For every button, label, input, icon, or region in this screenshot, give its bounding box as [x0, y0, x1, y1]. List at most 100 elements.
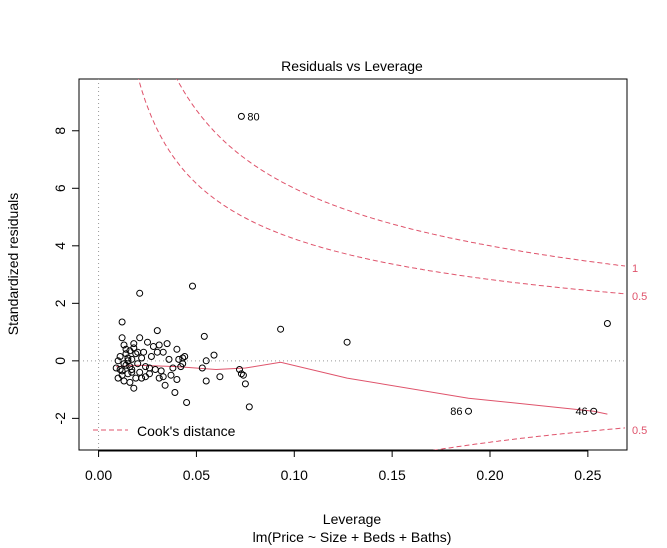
y-tick-label: 4 — [52, 242, 68, 250]
plot-frame — [78, 78, 628, 451]
data-point — [124, 354, 132, 362]
chart-title: Residuals vs Leverage — [281, 58, 423, 74]
smoother-curve — [116, 361, 608, 415]
data-point — [144, 338, 151, 346]
data-point — [136, 289, 144, 297]
x-axis-subtitle: lm(Price ~ Size + Beds + Baths) — [253, 529, 452, 545]
x-axis-label: Leverage — [323, 511, 382, 527]
data-point — [114, 357, 122, 365]
data-point — [118, 334, 126, 342]
cook-label-1: 1 — [632, 263, 638, 275]
data-point — [120, 341, 128, 349]
data-point — [155, 341, 163, 349]
y-tick-label: 0 — [52, 357, 68, 365]
data-point — [343, 338, 351, 346]
data-point — [153, 348, 161, 356]
data-point — [130, 384, 138, 392]
data-point — [159, 348, 167, 356]
data-point — [237, 112, 245, 120]
data-point — [112, 364, 120, 372]
data-point — [198, 364, 206, 372]
data-point — [165, 355, 173, 363]
data-point — [138, 374, 146, 382]
data-point — [142, 363, 149, 371]
data-point — [202, 377, 210, 385]
cook-contour-1-upper — [176, 79, 626, 267]
data-point — [130, 340, 138, 348]
data-point — [200, 332, 208, 340]
smoother-line — [116, 361, 608, 415]
data-point — [128, 366, 136, 373]
data-point — [124, 370, 132, 378]
point-label: 80 — [247, 111, 259, 123]
y-tick-label: 2 — [52, 299, 68, 307]
y-axis-label: Standardized residuals — [5, 193, 21, 335]
data-point — [236, 366, 243, 373]
data-point — [167, 371, 175, 379]
data-point — [140, 348, 148, 356]
data-point — [161, 381, 169, 389]
data-point — [132, 350, 140, 358]
y-tick-label: 6 — [52, 184, 68, 192]
data-point — [277, 325, 285, 333]
point-label: 46 — [575, 406, 587, 418]
legend: Cook's distance — [93, 423, 236, 439]
data-point — [122, 345, 130, 353]
data-point — [245, 403, 253, 411]
data-point — [241, 380, 249, 388]
data-point — [130, 344, 138, 352]
y-tick-label: 8 — [52, 127, 68, 135]
data-point — [116, 366, 124, 373]
data-point — [171, 389, 179, 396]
data-point — [122, 361, 130, 369]
y-axis: -2 0 2 4 6 8 — [52, 127, 79, 425]
legend-label: Cook's distance — [137, 423, 236, 439]
x-tick-label: 0.25 — [574, 467, 601, 483]
data-point — [173, 376, 181, 383]
data-point — [173, 345, 181, 353]
data-point — [118, 367, 126, 375]
data-point — [175, 355, 183, 363]
data-point — [216, 373, 224, 381]
data-point — [179, 360, 187, 368]
data-point — [239, 371, 247, 379]
data-point — [157, 367, 165, 375]
data-point — [149, 343, 157, 350]
point-label: 86 — [450, 406, 462, 418]
data-point — [189, 282, 196, 290]
data-point — [134, 348, 142, 356]
data-point — [603, 320, 611, 327]
data-point — [210, 351, 218, 359]
data-point — [114, 374, 122, 382]
data-point — [136, 368, 144, 376]
data-point — [142, 373, 149, 381]
x-axis: 0.00 0.05 0.10 0.15 0.20 0.25 — [85, 450, 602, 483]
data-point — [151, 366, 159, 373]
x-tick-label: 0.05 — [183, 467, 210, 483]
data-point — [159, 373, 167, 381]
data-point — [136, 334, 144, 342]
y-tick-label: -2 — [52, 412, 68, 425]
data-point — [181, 353, 189, 360]
data-point — [132, 374, 140, 382]
data-point — [118, 318, 126, 326]
cook-label-0-5-upper: 0.5 — [632, 291, 647, 303]
cook-contour-0-5-lower — [432, 427, 626, 450]
data-points: 80 86 46 — [112, 111, 611, 418]
data-point — [147, 353, 155, 360]
x-tick-label: 0.10 — [281, 467, 308, 483]
data-point — [163, 340, 171, 348]
data-point — [590, 407, 598, 415]
cooks-distance-contours — [138, 79, 626, 450]
data-point — [153, 327, 161, 335]
cook-contour-0-5-upper — [138, 79, 626, 295]
data-point — [126, 378, 134, 386]
x-tick-label: 0.00 — [85, 467, 112, 483]
data-point — [155, 374, 163, 382]
data-point — [124, 357, 132, 365]
data-point — [128, 355, 136, 363]
data-point — [134, 360, 142, 368]
cook-label-0-5-lower: 0.5 — [632, 425, 647, 437]
x-tick-label: 0.20 — [476, 467, 503, 483]
